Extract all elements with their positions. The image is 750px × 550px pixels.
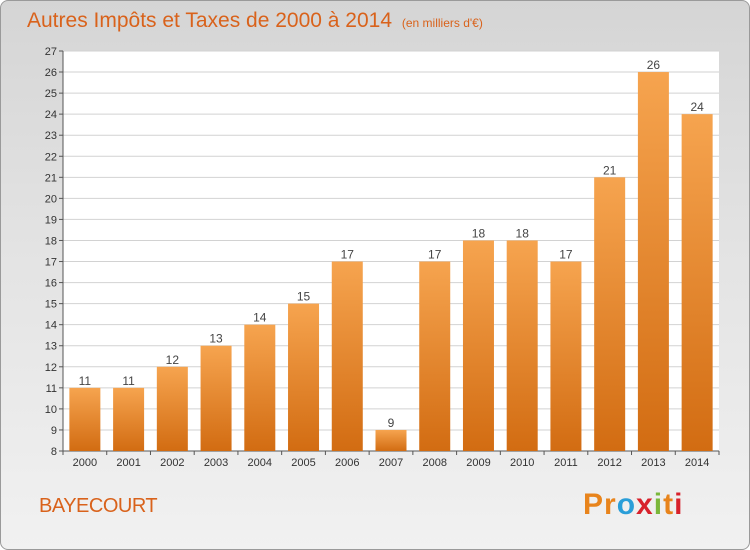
value-label: 12 bbox=[166, 353, 180, 367]
bar bbox=[550, 261, 582, 451]
logo-letter: t bbox=[663, 488, 675, 521]
y-tick-label: 16 bbox=[45, 278, 57, 290]
value-label: 13 bbox=[209, 332, 223, 346]
value-label: 26 bbox=[647, 58, 661, 72]
y-tick-label: 9 bbox=[51, 425, 57, 437]
y-tick-label: 13 bbox=[45, 341, 57, 353]
chart-subtitle: (en milliers d'€) bbox=[401, 16, 483, 30]
bar bbox=[200, 345, 232, 451]
logo-letter: r bbox=[604, 488, 617, 521]
y-tick-label: 18 bbox=[45, 235, 57, 247]
y-tick-label: 22 bbox=[45, 151, 57, 163]
bar bbox=[375, 429, 407, 451]
x-tick-label: 2008 bbox=[422, 457, 446, 469]
value-label: 9 bbox=[388, 416, 395, 430]
y-tick-label: 15 bbox=[45, 299, 57, 311]
x-tick-label: 2006 bbox=[335, 457, 359, 469]
y-tick-label: 21 bbox=[45, 172, 57, 184]
value-label: 14 bbox=[253, 311, 267, 325]
bar bbox=[113, 387, 145, 451]
bar bbox=[419, 261, 451, 451]
bar bbox=[331, 261, 363, 451]
x-tick-label: 2000 bbox=[73, 457, 97, 469]
bar bbox=[681, 114, 713, 451]
value-label: 18 bbox=[472, 226, 486, 240]
y-tick-label: 25 bbox=[45, 88, 57, 100]
x-tick-label: 2002 bbox=[160, 457, 184, 469]
logo-letter: o bbox=[616, 488, 637, 521]
y-tick-label: 11 bbox=[46, 383, 57, 395]
value-label: 17 bbox=[341, 248, 355, 262]
value-label: 15 bbox=[297, 290, 311, 304]
bar bbox=[156, 366, 188, 451]
logo-letter: x bbox=[636, 488, 654, 521]
chart-title: Autres Impôts et Taxes de 2000 à 2014 bbox=[27, 9, 393, 32]
y-tick-label: 26 bbox=[45, 67, 57, 79]
y-tick-label: 8 bbox=[51, 446, 57, 458]
bar bbox=[637, 72, 669, 451]
logo-letter: i bbox=[653, 488, 664, 521]
y-tick-label: 19 bbox=[45, 214, 57, 226]
x-tick-label: 2010 bbox=[510, 457, 534, 469]
x-tick-label: 2014 bbox=[685, 457, 709, 469]
bar bbox=[506, 240, 538, 451]
x-tick-label: 2007 bbox=[379, 457, 403, 469]
logo-letter: P bbox=[583, 488, 605, 521]
value-label: 11 bbox=[79, 374, 92, 388]
value-label: 11 bbox=[122, 374, 135, 388]
y-tick-label: 12 bbox=[45, 362, 57, 374]
y-tick-label: 17 bbox=[45, 257, 57, 269]
value-label: 24 bbox=[690, 100, 704, 114]
bar bbox=[69, 387, 101, 451]
value-label: 21 bbox=[603, 163, 617, 177]
x-tick-label: 2013 bbox=[641, 457, 665, 469]
logo-letter: i bbox=[674, 488, 684, 521]
x-tick-label: 2004 bbox=[248, 457, 272, 469]
x-tick-label: 2005 bbox=[291, 457, 315, 469]
x-tick-label: 2009 bbox=[466, 457, 490, 469]
bar bbox=[244, 324, 276, 451]
bar bbox=[594, 177, 626, 451]
x-tick-label: 2001 bbox=[116, 457, 140, 469]
town-name: BAYECOURT bbox=[39, 495, 158, 517]
y-tick-label: 24 bbox=[45, 109, 57, 121]
x-tick-label: 2003 bbox=[204, 457, 228, 469]
y-tick-label: 23 bbox=[45, 130, 57, 142]
x-tick-label: 2012 bbox=[597, 457, 621, 469]
value-label: 17 bbox=[428, 248, 442, 262]
x-tick-label: 2011 bbox=[554, 457, 578, 469]
y-tick-label: 27 bbox=[45, 46, 57, 58]
bar bbox=[288, 303, 320, 451]
value-label: 18 bbox=[516, 226, 530, 240]
y-tick-label: 10 bbox=[45, 404, 57, 416]
proxiti-logo: Proxiti bbox=[583, 488, 683, 522]
y-tick-label: 14 bbox=[45, 320, 57, 332]
y-tick-label: 20 bbox=[45, 193, 57, 205]
chart-title-wrap: Autres Impôts et Taxes de 2000 à 2014 (e… bbox=[27, 9, 483, 33]
bar bbox=[462, 240, 494, 451]
value-label: 17 bbox=[559, 248, 573, 262]
